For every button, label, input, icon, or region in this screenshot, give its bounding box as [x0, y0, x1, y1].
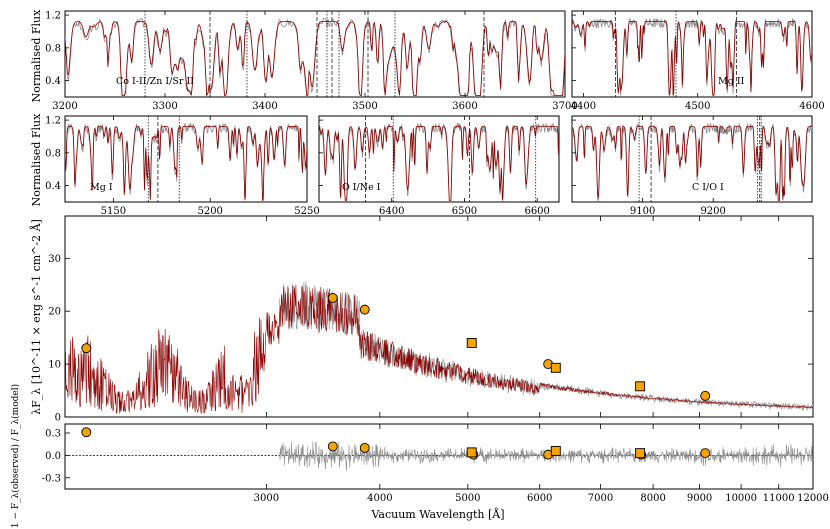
y-tick-label: 20	[48, 307, 61, 318]
y-tick-label: 0.0	[45, 451, 61, 462]
x-tick-label: 4000	[367, 493, 392, 504]
observed-flux	[279, 281, 813, 411]
residual-circle	[700, 448, 711, 459]
zoom-panel-mg2: 4400 4500 4600	[571, 10, 825, 112]
model-spectrum	[65, 126, 307, 201]
zoom-row1-ylabel: Normalised Flux	[30, 9, 43, 102]
x-tick-label: 9200	[700, 206, 725, 217]
annotation-mg1: Mg I	[90, 182, 113, 193]
x-tick-label: 7000	[588, 493, 613, 504]
panel-frame	[64, 423, 814, 490]
x-tick-label: 6600	[524, 206, 549, 217]
panel-frame	[571, 115, 813, 203]
y-tick-label: 1.2	[45, 11, 61, 22]
photometry-circle	[81, 343, 92, 354]
y-tick-label: 10	[48, 360, 61, 371]
annotation-mg2: Mg II	[718, 76, 745, 87]
residual-square	[550, 445, 561, 456]
x-tick-label: 4500	[685, 101, 710, 112]
x-tick-label: 12000	[797, 493, 829, 504]
x-tick-label: 9000	[687, 493, 712, 504]
y-tick-label: 0	[55, 413, 61, 424]
zoom-row2-ylabel: Normalised Flux	[30, 113, 43, 206]
residual-panel: -0.3 0.0 0.3 3000 4000 5000 6000 7000 8000 9000 10…	[42, 423, 829, 504]
annotation-one: O I/Ne I	[342, 182, 381, 193]
annotation-co: C I/O I	[692, 182, 724, 193]
photometry-circle	[359, 304, 370, 315]
x-tick-label: 3200	[52, 101, 77, 112]
zoom-panel-one: 6400 6500 6600	[318, 115, 560, 217]
x-tick-label: 3600	[452, 101, 477, 112]
zoom-panel-mg1: 5150 5200 5250 0.4 0.8 1.2	[45, 115, 320, 217]
x-tick-label: 11000	[763, 493, 795, 504]
x-tick-label: 5250	[294, 206, 319, 217]
residual-circle	[81, 427, 92, 438]
photometry-square	[466, 337, 477, 348]
x-tick-label: 6000	[527, 493, 552, 504]
y-tick-label: 0.4	[45, 76, 61, 87]
observed-spectrum	[572, 18, 812, 97]
residual-square	[635, 448, 646, 459]
residual-circle	[327, 441, 338, 452]
x-tick-label: 10000	[725, 493, 757, 504]
x-tick-label: 3400	[252, 101, 277, 112]
sed-ylabel: λF_λ [10^-11 × erg s^-1 cm^-2 Å]	[29, 219, 43, 415]
zoom-panel-co: 9100 9200	[571, 115, 813, 217]
y-tick-label: 0.8	[45, 43, 61, 54]
model-spectrum	[319, 126, 559, 201]
x-tick-label: 5150	[101, 206, 126, 217]
residual-circle	[359, 442, 370, 453]
y-tick-label: 0.4	[45, 181, 61, 192]
x-tick-label: 3300	[152, 101, 177, 112]
x-tick-label: 6500	[452, 206, 477, 217]
y-tick-label: 0.8	[45, 148, 61, 159]
residual-ylabel: 1 − F_λ(observed) / F_λ(model)	[10, 384, 21, 528]
model-spectrum	[572, 126, 812, 201]
zoom-panel-cozn: 3200 3300 3400 3500 3600 3700 0.4 0.8 1.2	[45, 10, 578, 112]
x-tick-label: 3500	[352, 101, 377, 112]
x-axis-label: Vacuum Wavelength [Å]	[370, 507, 504, 521]
photometry-square	[550, 362, 561, 373]
observed-spectrum	[319, 122, 559, 201]
x-tick-label: 4600	[799, 101, 824, 112]
y-tick-label: 30	[48, 254, 61, 265]
y-tick-label: 0.3	[45, 428, 61, 439]
y-tick-label: 1.2	[45, 116, 61, 127]
y-tick-label: -0.3	[42, 473, 61, 484]
x-tick-label: 5200	[197, 206, 222, 217]
x-tick-label: 8000	[640, 493, 665, 504]
photometry-square	[635, 381, 646, 392]
sed-panel: 0 10 20 30	[48, 215, 814, 424]
panel-frame	[64, 215, 814, 418]
annotation-cozn: Co I-II/Zn I/Sr II	[116, 76, 194, 87]
residual-square	[466, 447, 477, 458]
x-tick-label: 4400	[571, 101, 596, 112]
x-tick-label: 3000	[254, 493, 279, 504]
model-spectrum	[572, 21, 812, 96]
x-tick-label: 3700	[552, 101, 577, 112]
x-tick-label: 9100	[630, 206, 655, 217]
x-tick-label: 5000	[455, 493, 480, 504]
x-tick-label: 6400	[379, 206, 404, 217]
photometry-circle	[700, 390, 711, 401]
model-spectrum	[65, 21, 565, 97]
model-flux	[65, 284, 813, 414]
photometry-circle	[327, 293, 338, 303]
